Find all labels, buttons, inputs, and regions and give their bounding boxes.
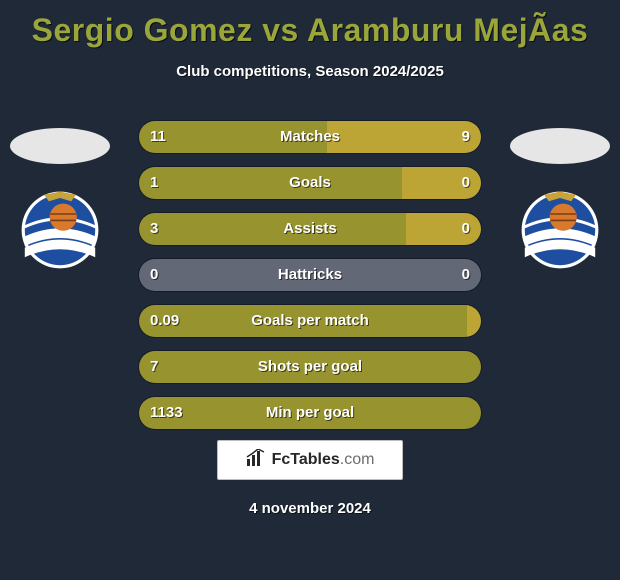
stat-value-left: 7 <box>150 350 158 384</box>
logo-text: FcTables.com <box>272 451 375 469</box>
player-right-club-badge <box>520 190 600 270</box>
stat-label: Matches <box>138 120 482 154</box>
page-title: Sergio Gomez vs Aramburu MejÃ­as <box>0 0 620 49</box>
stat-label: Assists <box>138 212 482 246</box>
stat-label: Min per goal <box>138 396 482 430</box>
stat-value-right: 9 <box>462 120 470 154</box>
player-left-block <box>10 128 110 270</box>
stat-label: Goals <box>138 166 482 200</box>
subtitle: Club competitions, Season 2024/2025 <box>0 63 620 80</box>
date-label: 4 november 2024 <box>0 500 620 517</box>
stat-row: Hattricks0 0 <box>138 258 482 292</box>
player-right-avatar <box>510 128 610 164</box>
stat-label: Shots per goal <box>138 350 482 384</box>
stat-value-right: 0 <box>462 212 470 246</box>
stat-value-right: 0 <box>462 166 470 200</box>
stat-value-left: 3 <box>150 212 158 246</box>
stat-value-left: 1 <box>150 166 158 200</box>
stat-row: Shots per goal7 <box>138 350 482 384</box>
bar-chart-icon <box>246 449 266 472</box>
stat-row: Min per goal1133 <box>138 396 482 430</box>
logo-suffix-text: .com <box>340 451 375 468</box>
stat-row: Assists3 0 <box>138 212 482 246</box>
stat-label: Hattricks <box>138 258 482 292</box>
player-right-block <box>510 128 610 270</box>
stat-row: Goals per match0.09 <box>138 304 482 338</box>
stats-area: Matches119Goals10Assists30Hattricks00Goa… <box>138 120 482 442</box>
stat-label: Goals per match <box>138 304 482 338</box>
logo-main-text: FcTables <box>272 451 340 468</box>
stat-value-left: 1133 <box>150 396 183 430</box>
stat-row: Goals1 0 <box>138 166 482 200</box>
fctables-logo: FcTables.com <box>217 440 403 480</box>
player-left-avatar <box>10 128 110 164</box>
stat-value-left: 0.09 <box>150 304 179 338</box>
stat-value-right: 0 <box>462 258 470 292</box>
stat-value-left: 11 <box>150 120 166 154</box>
stat-value-left: 0 <box>150 258 158 292</box>
stat-row: Matches11 9 <box>138 120 482 154</box>
player-left-club-badge <box>20 190 100 270</box>
